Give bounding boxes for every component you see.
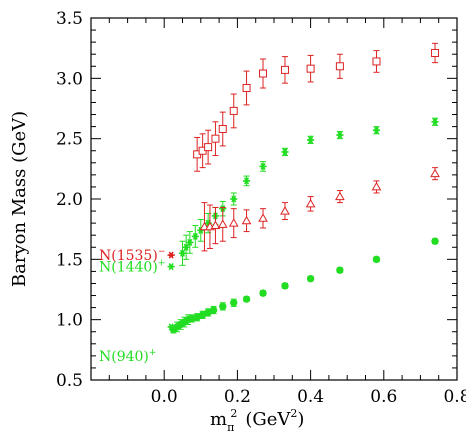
data-point [187,314,196,323]
data-point [259,289,267,297]
data-point [336,130,344,140]
data-point [431,42,440,64]
y-axis-label: Baryon Mass (GeV) [9,111,30,287]
data-point [372,126,381,135]
data-point [336,266,344,274]
x-tick-label: 0.2 [224,387,251,407]
data-point [430,167,440,181]
data-point [204,129,213,165]
x-axis-label-sub: π [227,421,234,434]
y-tick-label: 1.5 [56,250,83,270]
physical-state-marker [167,323,175,331]
x-axis-label-unit-close: ) [297,409,304,430]
x-axis-label-unit-sup: 2 [290,407,297,420]
y-tick-label: 2.0 [56,190,83,210]
x-tick-label: 0.0 [151,387,178,407]
physical-state-label: N(1535)− [99,247,165,264]
x-axis-label-base: m [210,409,227,430]
data-point [242,175,251,187]
data-point [204,308,212,317]
physical-state-marker [167,251,175,259]
data-point [259,161,267,172]
x-tick-label: 0.6 [370,387,397,407]
data-point [280,202,290,221]
data-point [178,240,187,266]
data-point [209,305,218,315]
data-point [197,219,205,242]
x-tick-label: 0.8 [443,387,466,407]
data-point [241,209,252,233]
x-axis-label: mπ2 (GeV2) [210,407,304,434]
data-point [335,190,345,204]
data-marks [167,42,440,334]
data-point [211,121,220,157]
data-point [182,234,190,260]
data-point [229,93,238,129]
data-point [371,180,382,194]
data-point [230,192,238,206]
data-point [210,206,221,245]
y-tick-label: 3.0 [56,69,83,89]
data-point [305,196,316,212]
tick-labels: 0.0 0.2 0.4 0.6 0.8 0.5 1.0 1.5 2.0 2.5 3.0 3.5 [56,9,466,407]
physical-state-marker [167,263,175,271]
data-point [176,319,185,330]
x-axis-label-sup: 2 [230,407,237,420]
data-point [217,206,228,242]
physical-state-label: N(940)+ [99,348,156,365]
data-point [191,225,199,248]
x-axis-label-unit-open: (GeV [245,409,291,430]
data-point [281,147,289,157]
plot-frame [90,17,458,381]
data-point [186,231,194,254]
data-point [228,208,239,239]
data-point [258,208,268,229]
data-point [431,117,439,126]
y-tick-label: 3.5 [56,9,83,29]
data-point [259,58,268,89]
data-point [431,237,439,245]
data-point [242,295,251,303]
state-labels: N(1535)−N(1440)+ N(940)+ [99,247,165,365]
data-point [281,282,289,290]
data-point [218,111,227,147]
data-point [306,54,315,83]
data-point [372,255,381,264]
y-tick-label: 2.5 [56,130,83,150]
data-point [280,56,289,84]
y-tick-label: 1.0 [56,311,83,331]
axis-ticks [90,17,458,381]
data-point [372,50,381,73]
x-tick-label: 0.4 [297,387,324,407]
data-point [230,298,238,307]
data-point [219,302,227,311]
physical-state-label: N(1440)+ [99,259,165,276]
data-point [307,135,315,144]
data-point [335,53,344,79]
y-tick-label: 0.5 [56,371,83,391]
data-point [306,274,315,283]
data-point [242,70,251,106]
